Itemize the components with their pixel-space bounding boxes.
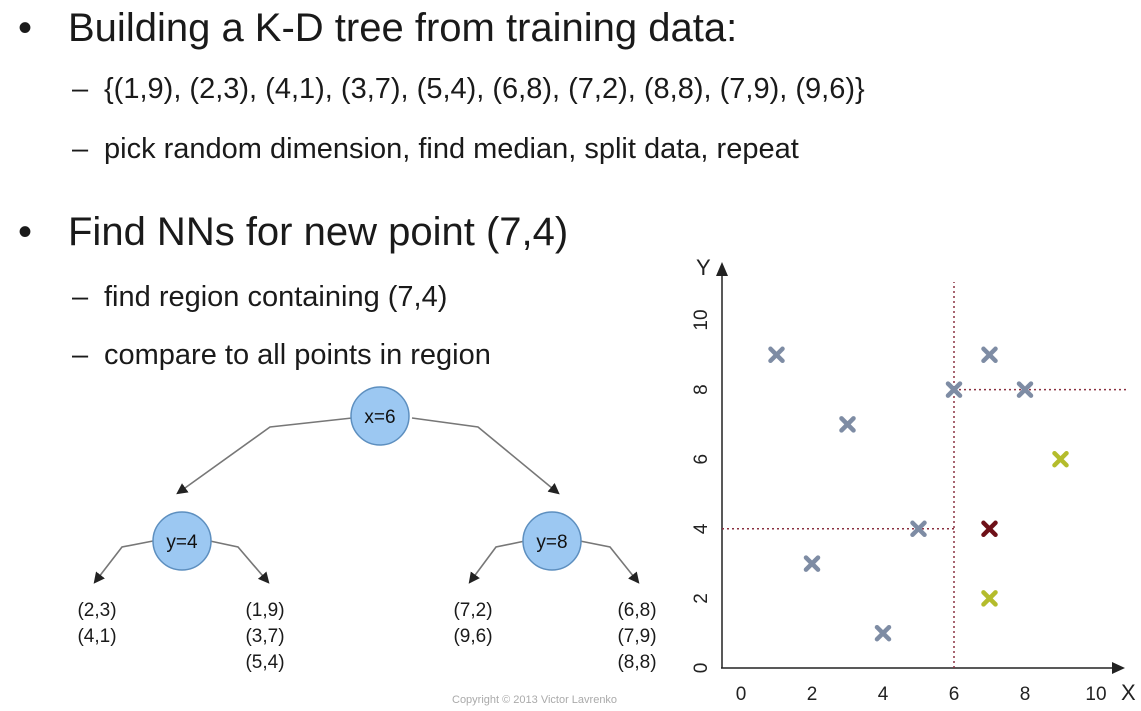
y-tick-label: 0 — [691, 663, 712, 674]
leaf-point: (3,7) — [245, 626, 285, 647]
x-axis-label: X — [1121, 680, 1136, 705]
leaf-point: (6,8) — [617, 600, 657, 621]
tree-leaf-1: (2,3) (4,1) — [62, 598, 132, 650]
training-point — [874, 624, 892, 642]
x-tick-label: 2 — [807, 684, 818, 705]
y-tick-label: 6 — [691, 454, 712, 465]
y-tick-label: 10 — [691, 309, 712, 330]
sub-bullet-text: pick random dimension, find median, spli… — [104, 133, 799, 165]
x-tick-label: 0 — [736, 684, 747, 705]
y-tick-label: 4 — [691, 523, 712, 534]
node-label-left: y=4 — [166, 532, 198, 553]
training-point — [768, 346, 785, 364]
query-point — [981, 520, 998, 538]
copyright-notice: Copyright © 2013 Victor Lavrenko — [452, 694, 618, 706]
sub-bullet-text: find region containing (7,4) — [104, 281, 448, 313]
tree-node-left: y=4 — [152, 511, 212, 571]
leaf-point: (9,6) — [453, 626, 493, 647]
leaf-point: (4,1) — [77, 626, 117, 647]
training-point — [981, 346, 998, 364]
dash-marker: – — [72, 73, 89, 105]
tree-leaf-4: (6,8) (7,9) (8,8) — [602, 598, 672, 676]
x-axis-arrow — [1112, 662, 1125, 674]
sub-bullet-text: {(1,9), (2,3), (4,1), (3,7), (5,4), (6,8… — [104, 73, 865, 105]
dash-marker: – — [72, 133, 89, 165]
edge-right-leaf3 — [468, 540, 526, 584]
dash-marker: – — [72, 281, 89, 313]
node-label-root: x=6 — [364, 407, 395, 428]
y-tick-label: 8 — [691, 384, 712, 395]
leaf-point: (7,9) — [617, 626, 657, 647]
bullet-marker: • — [18, 6, 33, 50]
y-axis-label: Y — [696, 255, 711, 280]
leaf-point: (8,8) — [617, 652, 657, 673]
y-tick-label: 2 — [691, 593, 712, 604]
training-point — [910, 520, 927, 538]
bullet-text: Find NNs for new point (7,4) — [68, 210, 569, 254]
x-tick-label: 4 — [878, 684, 889, 705]
tree-edges — [93, 417, 640, 584]
bullet-marker: • — [18, 210, 33, 254]
node-label-right: y=8 — [536, 532, 567, 553]
x-tick-label: 6 — [949, 684, 960, 705]
region-point — [981, 590, 998, 607]
x-tick-label: 10 — [1085, 684, 1106, 705]
edge-root-left — [176, 417, 353, 495]
training-point — [945, 381, 963, 398]
edge-left-leaf2 — [209, 540, 270, 584]
leaf-point: (5,4) — [245, 652, 285, 673]
edge-right-leaf4 — [579, 540, 640, 584]
region-point — [1052, 450, 1069, 468]
bullet-text: Building a K-D tree from training data: — [68, 6, 738, 50]
training-point — [803, 555, 821, 572]
tree-leaf-2: (1,9) (3,7) (5,4) — [230, 598, 300, 676]
tree-leaf-3: (7,2) (9,6) — [438, 598, 508, 650]
tree-node-right: y=8 — [522, 511, 582, 571]
sub-bullet-text: compare to all points in region — [104, 339, 491, 371]
leaf-point: (1,9) — [245, 600, 285, 621]
tree-node-root: x=6 — [350, 386, 410, 446]
x-tick-label: 8 — [1020, 684, 1031, 705]
y-axis-arrow — [716, 262, 728, 276]
training-point — [839, 416, 856, 433]
edge-left-leaf1 — [93, 540, 154, 584]
leaf-point: (2,3) — [77, 600, 117, 621]
training-point — [1016, 381, 1034, 398]
edge-root-right — [411, 417, 560, 495]
dash-marker: – — [72, 339, 89, 371]
leaf-point: (7,2) — [453, 600, 493, 621]
